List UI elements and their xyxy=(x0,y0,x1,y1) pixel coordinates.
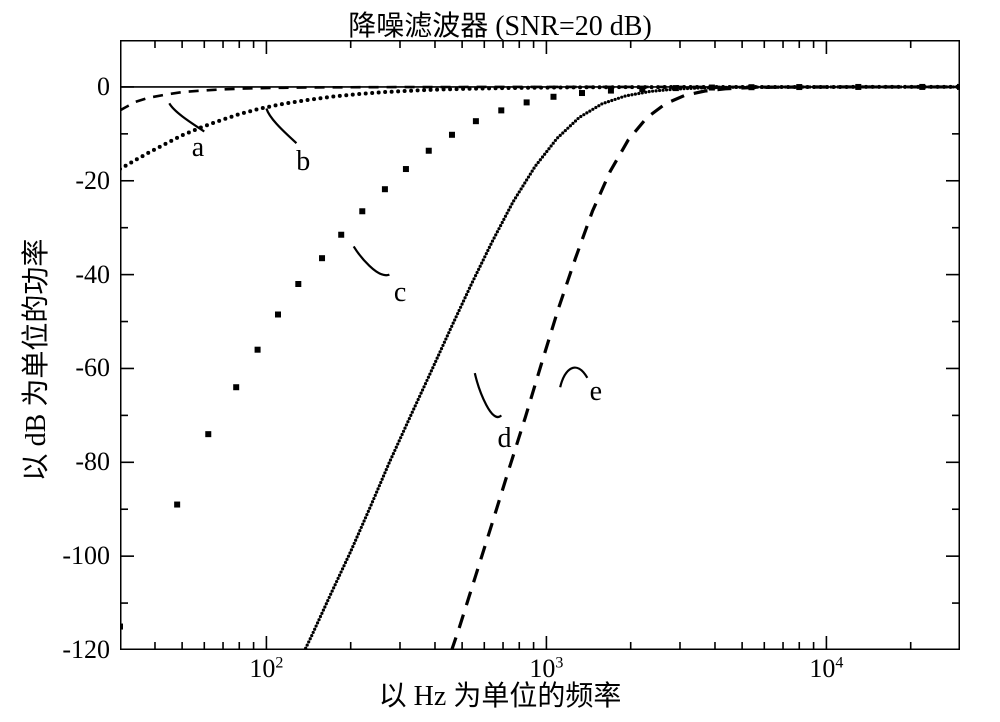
pointer-b xyxy=(266,109,296,144)
pointer-e xyxy=(560,368,587,388)
y-tick-label: -120 xyxy=(40,635,110,665)
series-label-e: e xyxy=(590,376,602,408)
series-label-a: a xyxy=(192,132,204,164)
series-c xyxy=(120,84,960,630)
x-tick-label: 104 xyxy=(786,654,866,684)
x-tick-label: 103 xyxy=(506,654,586,684)
x-tick-label: 102 xyxy=(226,654,306,684)
series-label-b: b xyxy=(296,146,310,178)
y-tick-label: -100 xyxy=(40,541,110,571)
y-tick-label: 0 xyxy=(40,72,110,102)
series-d xyxy=(301,85,959,650)
series-b xyxy=(120,85,959,171)
pointer-d xyxy=(475,373,501,417)
series-e xyxy=(444,87,960,650)
y-tick-label: -80 xyxy=(40,447,110,477)
chart-plot-area xyxy=(120,40,960,650)
chart-title: 降噪滤波器 (SNR=20 dB) xyxy=(0,4,1000,44)
series-a xyxy=(120,87,960,110)
y-tick-label: -40 xyxy=(40,260,110,290)
y-tick-label: -20 xyxy=(40,166,110,196)
pointer-c xyxy=(354,246,390,275)
y-tick-label: -60 xyxy=(40,353,110,383)
series-label-c: c xyxy=(394,277,406,309)
series-label-d: d xyxy=(498,423,512,455)
